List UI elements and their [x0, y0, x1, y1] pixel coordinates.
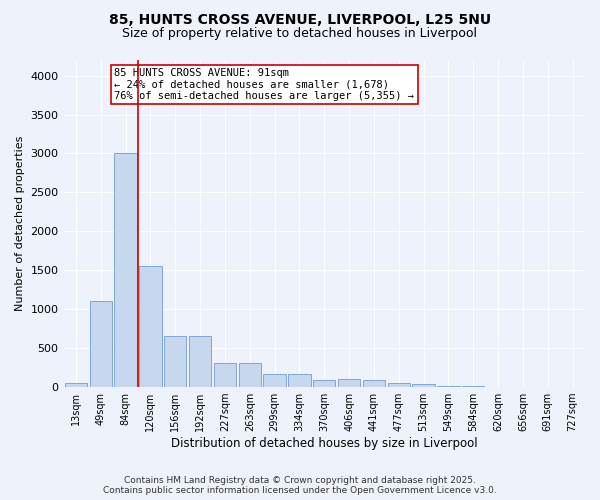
- Bar: [437, 386, 460, 387]
- Bar: [388, 383, 410, 387]
- Bar: [412, 384, 435, 387]
- Bar: [313, 380, 335, 387]
- Bar: [214, 363, 236, 387]
- Bar: [363, 380, 385, 387]
- Bar: [288, 374, 311, 387]
- Bar: [139, 266, 161, 387]
- X-axis label: Distribution of detached houses by size in Liverpool: Distribution of detached houses by size …: [171, 437, 478, 450]
- Bar: [189, 336, 211, 387]
- Y-axis label: Number of detached properties: Number of detached properties: [15, 136, 25, 311]
- Bar: [263, 374, 286, 387]
- Bar: [164, 336, 187, 387]
- Text: Size of property relative to detached houses in Liverpool: Size of property relative to detached ho…: [122, 28, 478, 40]
- Text: Contains HM Land Registry data © Crown copyright and database right 2025.
Contai: Contains HM Land Registry data © Crown c…: [103, 476, 497, 495]
- Bar: [89, 302, 112, 387]
- Text: 85 HUNTS CROSS AVENUE: 91sqm
← 24% of detached houses are smaller (1,678)
76% of: 85 HUNTS CROSS AVENUE: 91sqm ← 24% of de…: [115, 68, 415, 101]
- Bar: [115, 154, 137, 387]
- Text: 85, HUNTS CROSS AVENUE, LIVERPOOL, L25 5NU: 85, HUNTS CROSS AVENUE, LIVERPOOL, L25 5…: [109, 12, 491, 26]
- Bar: [462, 386, 484, 387]
- Bar: [65, 383, 87, 387]
- Bar: [239, 364, 261, 387]
- Bar: [338, 380, 360, 387]
